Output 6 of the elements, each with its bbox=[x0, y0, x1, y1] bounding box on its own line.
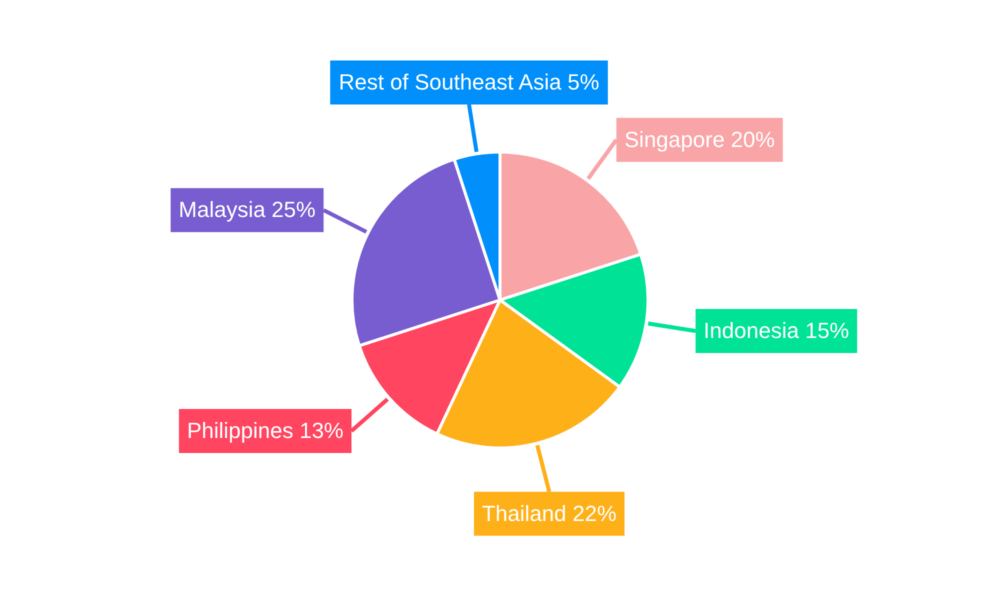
slice-label: Indonesia 15% bbox=[704, 318, 850, 344]
slice-label: Philippines 13% bbox=[186, 418, 344, 443]
slice-label: Thailand 22% bbox=[482, 500, 617, 526]
slice-label: Singapore 20% bbox=[624, 126, 775, 152]
slice-label: Rest of Southeast Asia 5% bbox=[338, 70, 600, 94]
slice-label: Malaysia 25% bbox=[178, 197, 316, 222]
